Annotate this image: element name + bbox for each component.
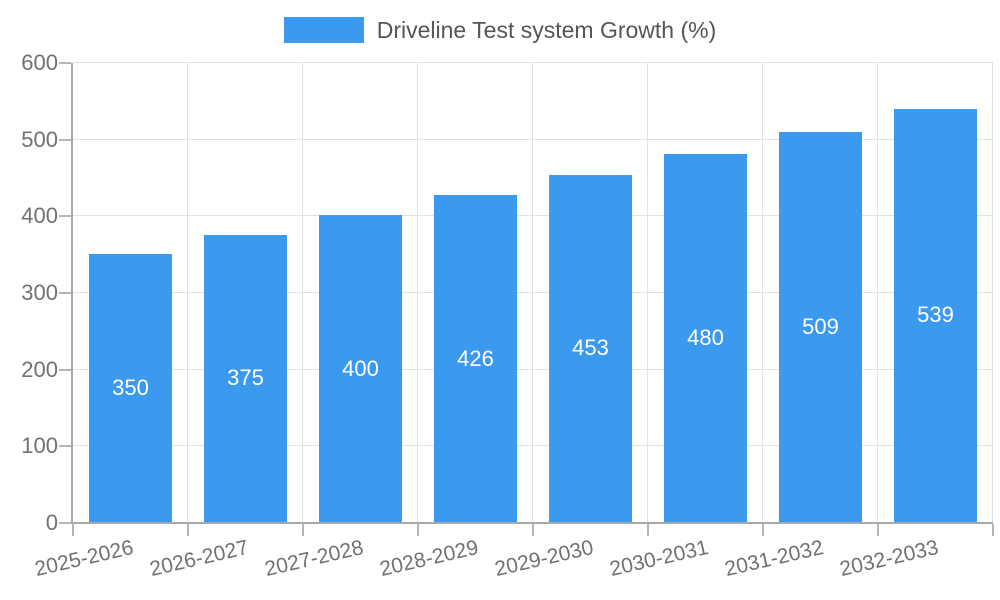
y-tick-mark — [59, 445, 71, 448]
y-axis-line — [71, 63, 73, 523]
y-axis-label: 500 — [21, 126, 58, 152]
bar-value-label: 480 — [687, 325, 724, 350]
vertical-gridline — [992, 63, 993, 523]
x-tick-mark — [187, 524, 189, 536]
plot-area: 350 375 400 426 453 480 509 539 — [59, 62, 994, 536]
vertical-gridline — [762, 63, 763, 523]
x-tick-mark — [877, 524, 879, 536]
x-axis-label: 2027-2028 — [262, 536, 366, 582]
bar: 480 — [664, 154, 747, 522]
bar-value-label: 453 — [572, 335, 609, 361]
y-axis-label: 600 — [21, 50, 58, 75]
vertical-gridline — [302, 63, 303, 523]
y-axis-label: 400 — [21, 203, 58, 229]
bar: 539 — [894, 108, 977, 522]
bar: 400 — [319, 215, 402, 522]
x-tick-mark — [762, 524, 764, 536]
x-axis-label: 2031-2032 — [722, 536, 826, 582]
horizontal-gridline — [73, 445, 993, 447]
horizontal-gridline — [73, 368, 993, 370]
y-tick-mark — [59, 522, 71, 524]
bar-value-label: 426 — [457, 345, 494, 371]
x-tick-mark — [302, 524, 304, 536]
x-axis-label: 2029-2030 — [492, 536, 596, 582]
bar: 426 — [434, 195, 517, 522]
y-tick-mark — [59, 62, 71, 64]
legend[interactable]: Driveline Test system Growth (%) — [0, 14, 1000, 46]
x-tick-mark — [72, 524, 74, 536]
bar: 509 — [779, 131, 862, 522]
vertical-gridline — [417, 63, 418, 523]
x-tick-mark — [992, 524, 994, 536]
x-axis-label: 2030-2031 — [607, 536, 711, 582]
legend-swatch-icon — [283, 17, 364, 43]
x-tick-mark — [417, 524, 419, 536]
bar-value-label: 375 — [227, 365, 264, 391]
y-axis-label: 300 — [21, 280, 58, 305]
x-axis-line — [71, 522, 993, 524]
x-axis-label: 2026-2027 — [147, 536, 251, 582]
vertical-gridline — [647, 63, 648, 523]
y-axis-label: 100 — [21, 433, 58, 459]
y-tick-mark — [59, 138, 71, 141]
legend-label: Driveline Test system Growth (%) — [376, 17, 717, 43]
bar-value-label: 539 — [917, 302, 954, 328]
x-tick-mark — [647, 524, 649, 536]
y-tick-mark — [59, 292, 71, 294]
y-axis-label: 0 — [45, 510, 58, 535]
x-tick-mark — [532, 524, 534, 536]
vertical-gridline — [187, 63, 188, 523]
vertical-gridline — [532, 63, 533, 523]
bar-value-label: 350 — [112, 374, 149, 400]
bar-value-label: 400 — [342, 355, 379, 381]
x-axis-label: 2032-2033 — [837, 536, 941, 582]
horizontal-gridline — [73, 215, 993, 217]
x-axis-label: 2028-2029 — [377, 536, 481, 582]
bar: 453 — [549, 174, 632, 522]
bar: 350 — [89, 253, 172, 522]
y-axis-label: 200 — [21, 356, 58, 382]
horizontal-gridline — [73, 292, 993, 293]
y-tick-mark — [59, 368, 71, 371]
bar-value-label: 509 — [802, 313, 839, 339]
bar: 375 — [204, 234, 287, 522]
horizontal-gridline — [73, 62, 993, 63]
x-axis-label: 2025-2026 — [32, 536, 136, 582]
vertical-gridline — [877, 63, 878, 523]
y-tick-mark — [59, 215, 71, 218]
horizontal-gridline — [73, 138, 993, 140]
